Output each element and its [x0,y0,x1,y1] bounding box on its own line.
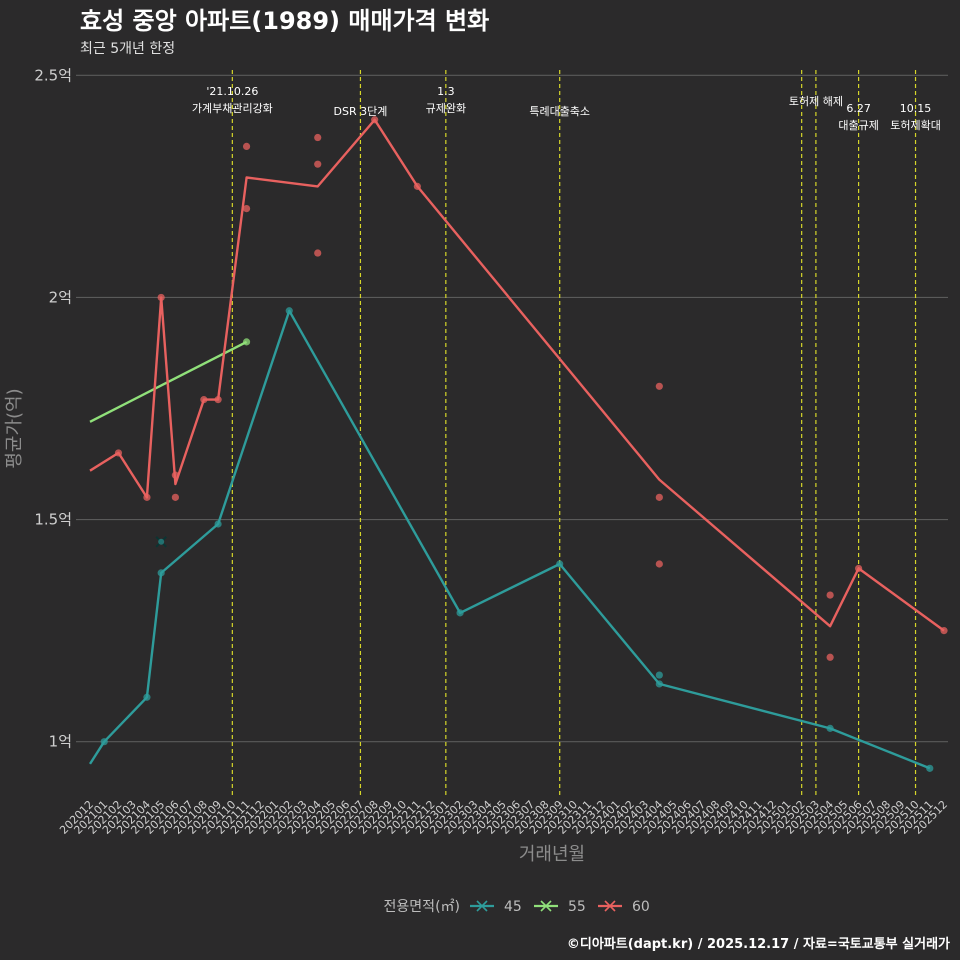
series-45-point [285,307,293,315]
legend-swatch-cross [540,900,552,912]
series-45-point [556,560,564,568]
series-60-point [114,449,123,457]
event-label: DSR 3단계 [334,105,388,118]
series-45-point [926,764,934,772]
y-tick-label: 1억 [49,733,72,751]
series-60-point [171,471,179,479]
series-60-point [855,564,863,573]
legend-item-55: 55 [534,899,586,915]
y-axis-ticks: 1억 1.5억 2억 2.5억 [34,66,72,750]
legend-swatch-cross [604,900,616,912]
event-label: 대출규제 [838,119,878,132]
series-60-point [200,396,208,404]
legend-swatch-cross [476,900,488,912]
series-60-point [826,591,834,599]
series-60-point [242,142,251,151]
event-label: 10.15 [900,102,932,115]
series-60-point [171,493,179,501]
series-60-point [314,160,322,168]
event-label: 1.3 [437,85,455,98]
series-60-line [89,118,945,632]
event-label: 특례대출축소 [529,105,590,118]
series-45-point [157,569,165,577]
series-45-point [214,520,222,528]
series-60-point [371,116,379,124]
legend-label: 60 [632,899,650,915]
y-tick-label: 2.5억 [34,66,72,84]
y-tick-label: 2억 [49,288,72,306]
cross-center [158,538,165,545]
series-60-point [655,493,663,501]
series-60-point [157,293,165,302]
y-axis-label: 평균가(억) [4,388,25,468]
series-60-point [940,627,948,635]
series-60-point [413,182,421,190]
series-60-point [314,133,322,142]
series-60-point [242,205,251,213]
series-45-point [655,671,663,679]
legend-item-45: 45 [470,899,522,915]
series-60-point [655,560,663,568]
grid-lines [76,74,948,743]
event-label: 토허제 해제 [789,94,843,108]
series-45-point [100,738,108,746]
chart-title: 효성 중앙 아파트(1989) 매매가격 변화 [80,7,489,35]
series-45-point [456,609,464,617]
series-60-point [655,382,663,390]
series-45-line [88,309,931,770]
legend-title: 전용면적(㎡) [384,899,460,915]
legend-label: 55 [568,899,586,915]
event-label: '21.10.26 [206,85,258,98]
series-45-point [143,693,151,701]
legend-item-60: 60 [598,899,650,915]
series-45-cross-marker [155,536,167,548]
series-60-point [214,396,222,404]
event-label: 규제완화 [426,102,466,115]
x-axis-label: 거래년월 [519,844,585,865]
event-label: 6.27 [846,102,871,115]
x-axis-ticks: 2020122021012021022021032021042021052021… [57,798,950,837]
series-45-point [826,724,834,732]
y-tick-label: 1.5억 [34,511,72,529]
series-45-point [655,680,663,688]
series-55-point [242,338,251,346]
chart-subtitle: 최근 5개년 한정 [80,41,175,57]
series-60-point [314,249,322,257]
source-caption: ©디아파트(dapt.kr) / 2025.12.17 / 자료=국토교통부 실… [567,936,950,952]
event-label: 토허제확대 [890,119,941,132]
legend: 전용면적(㎡) 45 55 60 [384,899,650,915]
series-60-point [826,653,834,661]
event-label: 가계부채관리강화 [192,102,273,115]
series-60-point [143,493,151,501]
legend-label: 45 [504,899,522,915]
data-series [88,116,948,772]
